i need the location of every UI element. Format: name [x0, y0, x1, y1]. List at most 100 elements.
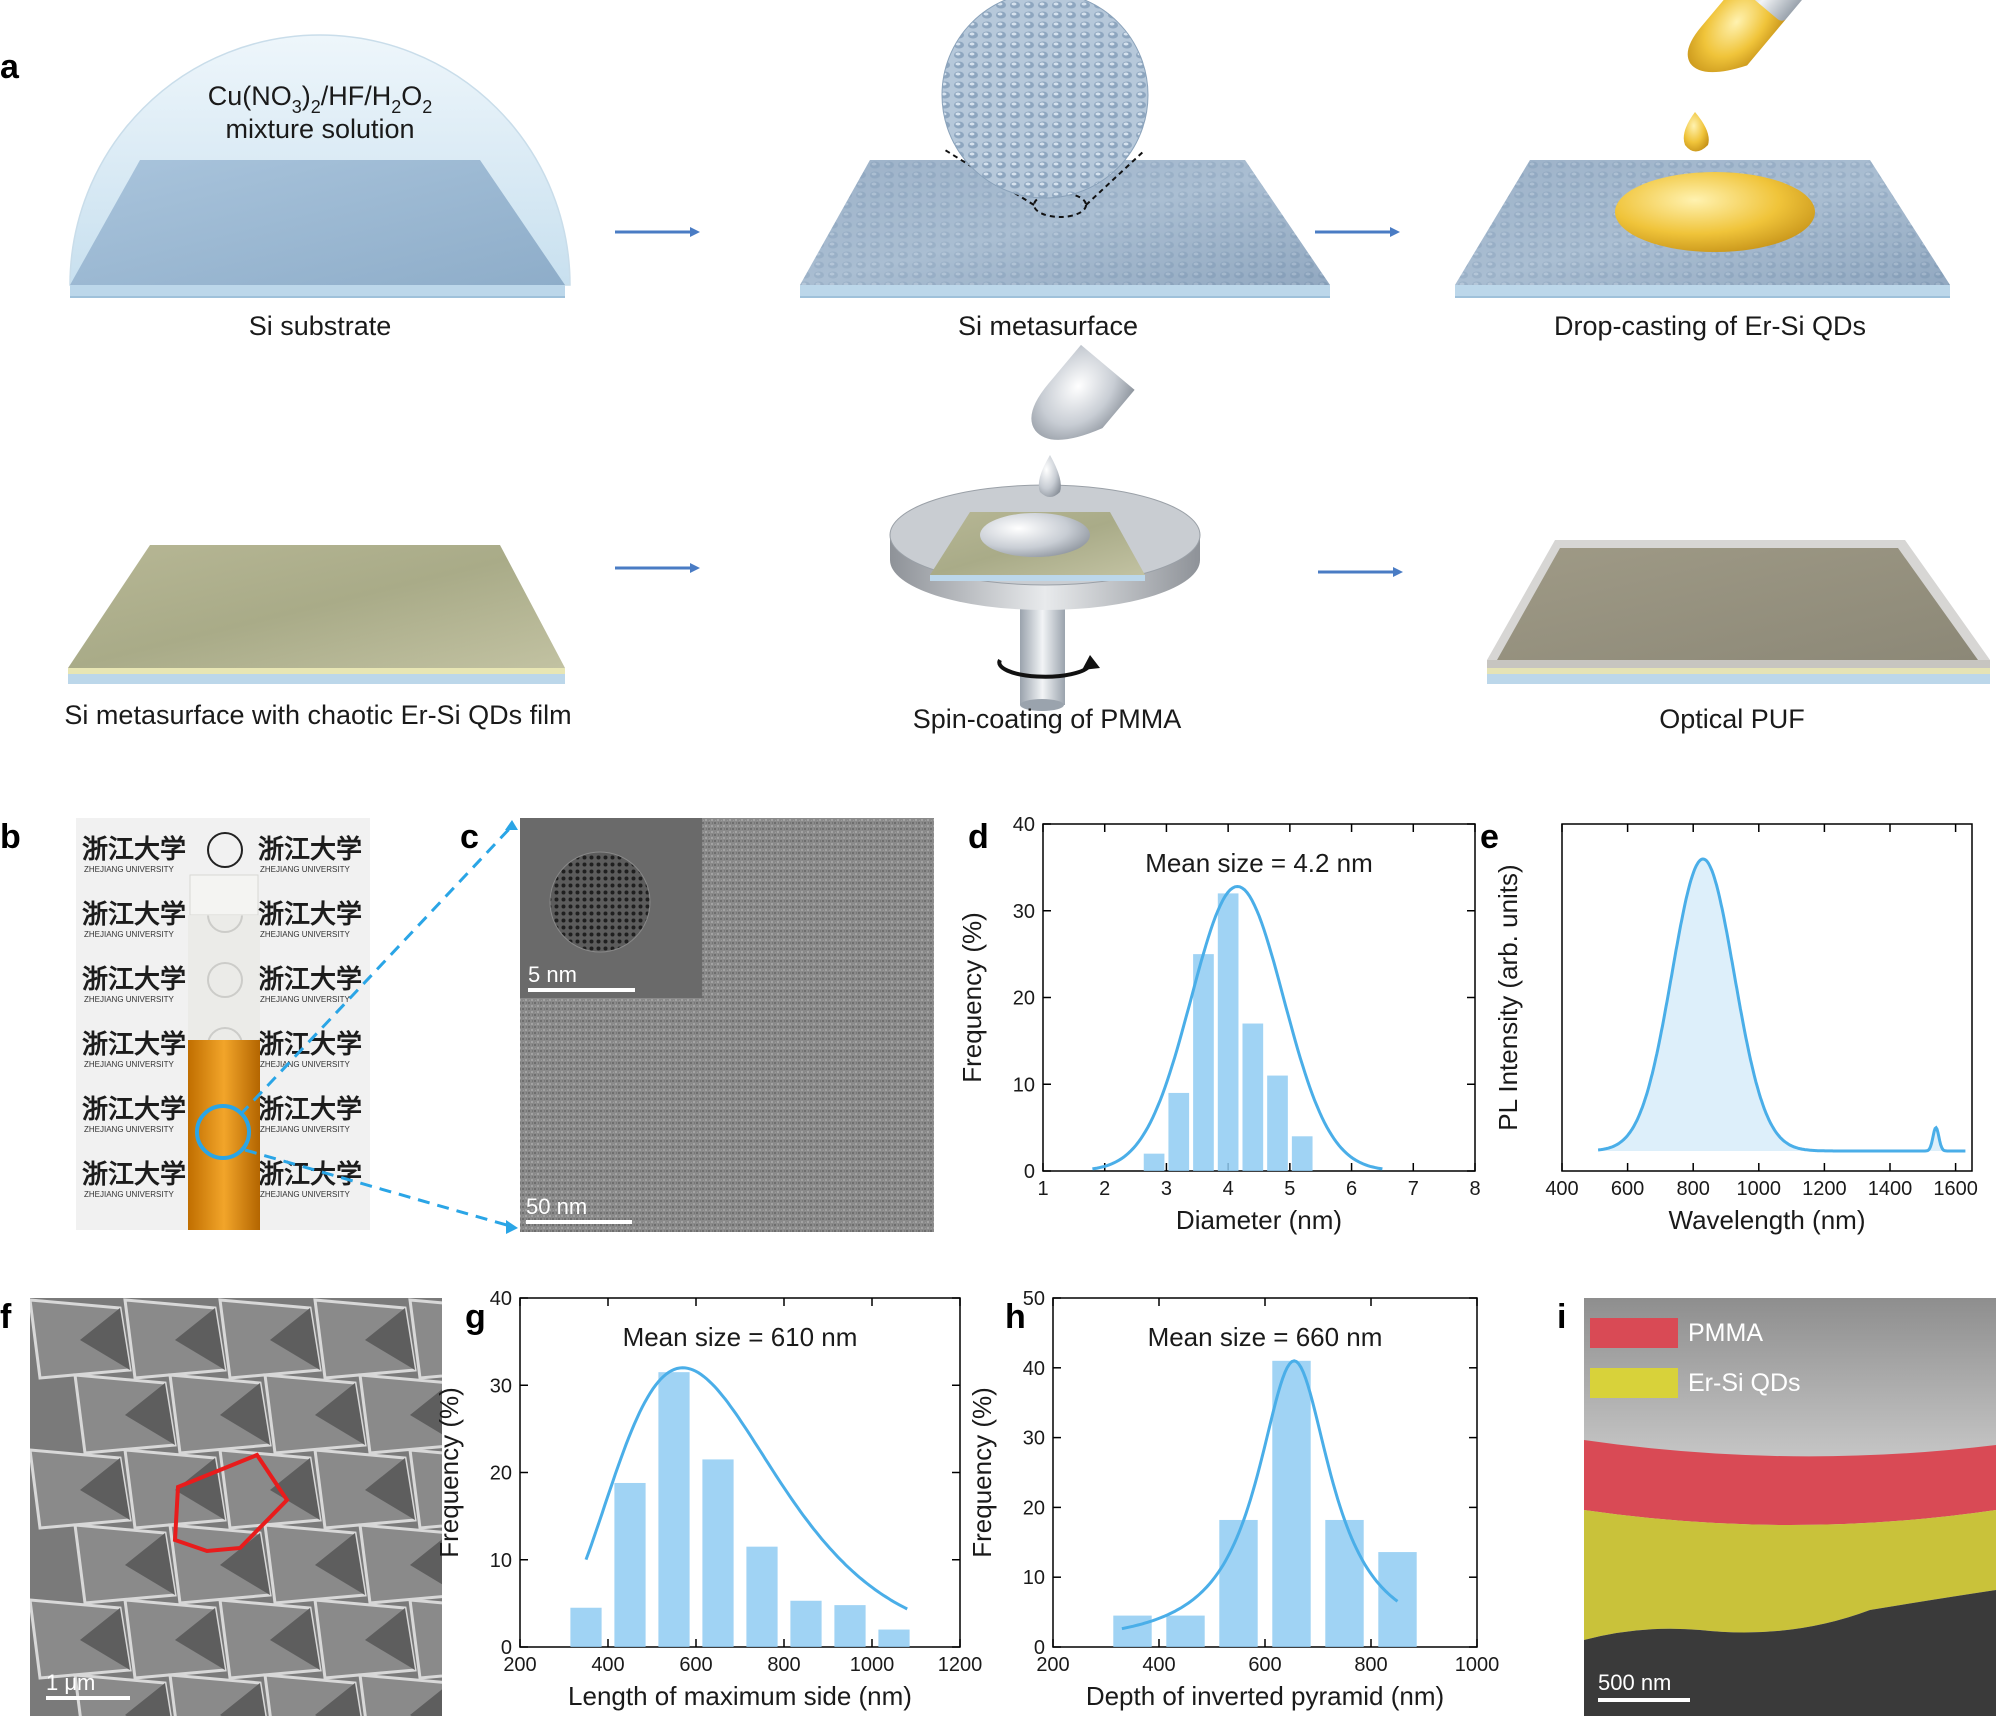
pyramid-shadow [505, 1383, 555, 1445]
panel-label-a: a [0, 48, 20, 86]
panel-label-f: f [0, 1298, 12, 1336]
chart-g: 200 400 600 800 1000 1200 0 10 20 30 40 Length of m… [434, 1288, 982, 1711]
histogram-bar [702, 1459, 734, 1647]
pyramid-shadow [80, 1608, 130, 1670]
zoom-connector [244, 1148, 511, 1228]
fit-curve [1092, 884, 1383, 1171]
pyramid-shadow [365, 1608, 415, 1670]
pyramid-shadow [365, 1308, 415, 1370]
x-tick-label: 1 [1037, 1178, 1048, 1200]
logo-subtext: ZHEJIANG UNIVERSITY [260, 1125, 350, 1134]
pyramid-facet [408, 1598, 442, 1680]
process-arrow [1318, 567, 1403, 577]
x-tick-label: 400 [1142, 1654, 1175, 1676]
x-tick-label: 400 [591, 1654, 624, 1676]
x-tick-label: 800 [1354, 1654, 1387, 1676]
logo-text: 浙江大学 [258, 899, 362, 929]
step-label-optical-puf: Optical PUF [1659, 704, 1805, 734]
pyramid-shadow [410, 1689, 442, 1716]
y-tick-label: 30 [1023, 1428, 1045, 1450]
scale-bar-label: 1 μm [46, 1670, 95, 1695]
histogram-bar [1242, 1023, 1264, 1171]
panel-label-c: c [460, 818, 479, 856]
pyramid-facet [358, 1373, 442, 1455]
pmma-layer [1584, 1440, 1996, 1525]
histogram-bar [1217, 893, 1239, 1171]
y-tick-label: 20 [1013, 988, 1035, 1010]
y-tick-label: 0 [501, 1637, 512, 1659]
y-tick-label: 0 [1024, 1161, 1035, 1183]
x-tick-label: 400 [1545, 1178, 1578, 1200]
x-tick-label: 600 [1611, 1178, 1644, 1200]
x-tick-label: 1000 [1737, 1178, 1782, 1200]
x-tick-label: 600 [1248, 1654, 1281, 1676]
logo-subtext: ZHEJIANG UNIVERSITY [84, 1125, 174, 1134]
x-tick-label: 1000 [1455, 1654, 1500, 1676]
x-tick-label: 1400 [1868, 1178, 1913, 1200]
y-axis-label: Frequency (%) [957, 912, 987, 1083]
pyramid-shadow [175, 1608, 225, 1670]
logo-subtext: ZHEJIANG UNIVERSITY [260, 995, 350, 1004]
pyramid-shadow [315, 1533, 365, 1595]
pyramid-facet [455, 1675, 555, 1720]
logo-text: 浙江大学 [258, 1159, 362, 1189]
logo-subtext: ZHEJIANG UNIVERSITY [84, 865, 174, 874]
logo-subtext: ZHEJIANG UNIVERSITY [260, 1060, 350, 1069]
pyramid-shadow [270, 1458, 320, 1520]
pyramid-facet [408, 1298, 442, 1380]
fit-curve [1121, 1359, 1399, 1631]
histogram-bar [1113, 1615, 1152, 1647]
histogram-bar [1291, 1136, 1313, 1171]
scale-bar-label: 50 nm [526, 1194, 587, 1219]
x-tick-label: 1600 [1933, 1178, 1978, 1200]
pyramid-shadow [505, 1533, 555, 1595]
logo-text: 浙江大学 [82, 899, 186, 929]
histogram-bar [1168, 1092, 1190, 1171]
x-tick-label: 200 [503, 1654, 536, 1676]
pyramid-shadow [125, 1533, 175, 1595]
mean-size-annotation: Mean size = 660 nm [1148, 1322, 1383, 1352]
panel-label-i: i [1557, 1298, 1566, 1336]
step-label-si-substrate: Si substrate [249, 311, 392, 341]
y-tick-label: 10 [1023, 1567, 1045, 1589]
solution-formula: Cu(NO3)2/HF/H2O2 [208, 81, 433, 117]
step-label-drop-casting: Drop-casting of Er-Si QDs [1554, 311, 1866, 341]
x-axis-label: Depth of inverted pyramid (nm) [1086, 1681, 1444, 1711]
histogram-bar [790, 1600, 822, 1647]
inset-scale-bar-label: 5 nm [528, 962, 577, 987]
chart-d: 1 2 3 4 5 6 7 8 0 10 20 30 40 Diameter (nm) Frequency … [957, 814, 1481, 1235]
panel-label-h: h [1005, 1298, 1026, 1336]
y-tick-label: 0 [1034, 1637, 1045, 1659]
histogram-bar [1267, 1075, 1288, 1171]
x-tick-label: 1000 [850, 1654, 895, 1676]
histogram-bar [834, 1605, 866, 1647]
plot-frame [1561, 823, 1973, 1172]
x-tick-label: 7 [1408, 1178, 1419, 1200]
y-axis-label: Frequency (%) [434, 1387, 464, 1558]
logo-subtext: ZHEJIANG UNIVERSITY [84, 1190, 174, 1199]
y-axis-label: PL Intensity (arb. units) [1493, 864, 1523, 1130]
histogram-bar [570, 1607, 602, 1647]
histogram-bar [1166, 1615, 1205, 1647]
logo-text: 浙江大学 [82, 1094, 186, 1124]
pyramid-facet [408, 1448, 442, 1530]
y-tick-label: 30 [490, 1375, 512, 1397]
x-tick-label: 1200 [938, 1654, 983, 1676]
y-tick-label: 40 [490, 1288, 512, 1310]
panel-label-e: e [1480, 818, 1499, 856]
panel-label-d: d [968, 818, 989, 856]
pipette-icon [1687, 0, 1816, 73]
process-arrow [615, 227, 700, 237]
histogram-bar [1325, 1519, 1364, 1647]
pl-fill [1598, 859, 1966, 1151]
x-tick-label: 1200 [1802, 1178, 1847, 1200]
logo-text: 浙江大学 [82, 1159, 186, 1189]
y-tick-label: 20 [490, 1463, 512, 1485]
spin-coater-illustration [889, 344, 1201, 711]
legend-swatch-qds [1590, 1368, 1678, 1398]
x-tick-label: 6 [1346, 1178, 1357, 1200]
pyramid-shadow [270, 1308, 320, 1370]
pyramid-shadow [80, 1458, 130, 1520]
x-tick-label: 8 [1469, 1178, 1480, 1200]
logo-text: 浙江大学 [82, 834, 186, 864]
